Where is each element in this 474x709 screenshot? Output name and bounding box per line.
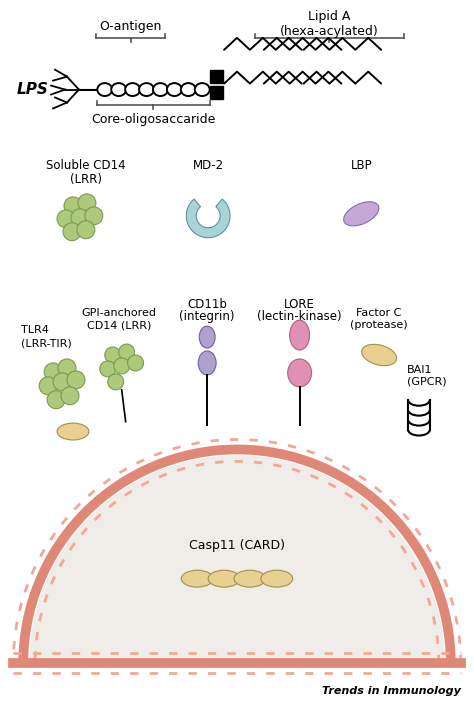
Text: Lipid A
(hexa-acylated): Lipid A (hexa-acylated) xyxy=(280,10,379,38)
FancyBboxPatch shape xyxy=(210,86,223,99)
Circle shape xyxy=(67,371,85,389)
Polygon shape xyxy=(186,199,230,238)
Text: (lectin-kinase): (lectin-kinase) xyxy=(257,311,342,323)
Text: CD11b: CD11b xyxy=(187,298,227,311)
Circle shape xyxy=(63,223,81,240)
Circle shape xyxy=(100,361,116,377)
Circle shape xyxy=(105,347,121,363)
Ellipse shape xyxy=(195,83,210,96)
Circle shape xyxy=(78,194,96,212)
Text: CD14 (LRR): CD14 (LRR) xyxy=(87,320,151,330)
Circle shape xyxy=(108,374,124,390)
Text: Trends in Immunology: Trends in Immunology xyxy=(322,686,461,696)
Text: (GPCR): (GPCR) xyxy=(407,377,447,387)
Text: LPS: LPS xyxy=(16,82,48,97)
Circle shape xyxy=(118,344,135,360)
Text: (protease): (protease) xyxy=(350,320,408,330)
Ellipse shape xyxy=(139,83,154,96)
Ellipse shape xyxy=(125,83,140,96)
Circle shape xyxy=(39,377,57,395)
Text: (LRR): (LRR) xyxy=(70,173,102,186)
Text: MD-2: MD-2 xyxy=(192,159,224,172)
Ellipse shape xyxy=(97,83,112,96)
Text: Soluble CD14: Soluble CD14 xyxy=(46,159,126,172)
Ellipse shape xyxy=(234,570,266,587)
Circle shape xyxy=(114,358,129,374)
Ellipse shape xyxy=(57,423,89,440)
Circle shape xyxy=(58,359,76,377)
Text: Core-oligosaccaride: Core-oligosaccaride xyxy=(91,113,216,126)
Text: LORE: LORE xyxy=(284,298,315,311)
Circle shape xyxy=(44,363,62,381)
Wedge shape xyxy=(29,455,445,663)
Text: LBP: LBP xyxy=(350,159,372,172)
Text: GPI-anchored: GPI-anchored xyxy=(81,308,156,318)
Ellipse shape xyxy=(199,326,215,348)
Ellipse shape xyxy=(153,83,168,96)
Text: BAI1: BAI1 xyxy=(407,365,432,375)
Ellipse shape xyxy=(208,570,240,587)
Ellipse shape xyxy=(167,83,182,96)
Text: (integrin): (integrin) xyxy=(180,311,235,323)
Text: O-antigen: O-antigen xyxy=(100,20,162,33)
Text: (LRR-TIR): (LRR-TIR) xyxy=(21,338,72,348)
FancyBboxPatch shape xyxy=(210,69,223,83)
Text: Factor C: Factor C xyxy=(356,308,402,318)
Circle shape xyxy=(85,207,103,225)
Circle shape xyxy=(128,355,144,371)
Ellipse shape xyxy=(111,83,126,96)
Circle shape xyxy=(47,391,65,408)
Text: Casp11 (CARD): Casp11 (CARD) xyxy=(189,539,285,552)
Circle shape xyxy=(57,210,75,228)
Ellipse shape xyxy=(290,320,310,350)
Ellipse shape xyxy=(181,83,196,96)
Ellipse shape xyxy=(182,570,213,587)
Ellipse shape xyxy=(362,345,397,366)
Text: TLR4: TLR4 xyxy=(21,325,49,335)
Circle shape xyxy=(61,387,79,405)
Circle shape xyxy=(53,373,71,391)
Ellipse shape xyxy=(198,351,216,375)
Circle shape xyxy=(71,209,89,227)
Circle shape xyxy=(64,197,82,215)
Ellipse shape xyxy=(344,202,379,226)
Ellipse shape xyxy=(261,570,292,587)
Circle shape xyxy=(77,220,95,239)
Ellipse shape xyxy=(288,359,311,387)
